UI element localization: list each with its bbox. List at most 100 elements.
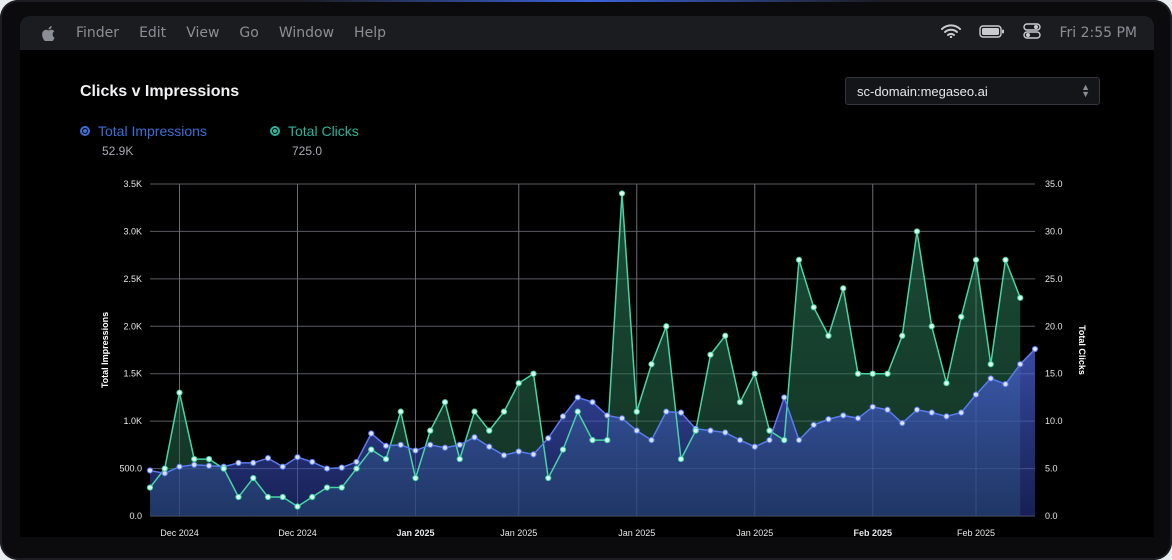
clicks-point <box>279 493 286 501</box>
clicks-point <box>1017 294 1024 301</box>
impressions-point <box>1017 361 1024 368</box>
clicks-point <box>250 474 257 482</box>
clicks-point <box>427 427 434 434</box>
y-left-tick: 1.0K <box>123 416 142 426</box>
y-right-tick: 25.0 <box>1045 274 1063 284</box>
legend-clicks[interactable]: Total Clicks 725.0 <box>270 123 359 158</box>
clicks-point <box>810 304 817 311</box>
clicks-point <box>397 408 404 415</box>
impressions-point <box>604 412 611 419</box>
impressions-point <box>972 391 980 398</box>
clicks-point <box>692 427 699 434</box>
clicks-point <box>486 427 493 434</box>
impressions-point <box>191 461 198 468</box>
clicks-point <box>825 332 832 339</box>
impressions-point <box>987 375 994 382</box>
impressions-point <box>707 427 714 434</box>
y-right-tick: 15.0 <box>1045 369 1063 379</box>
wifi-icon[interactable] <box>941 24 962 42</box>
clicks-point <box>633 408 640 415</box>
x-tick: Dec 2024 <box>278 528 317 537</box>
clicks-point <box>707 351 714 358</box>
property-select[interactable]: sc-domain:megaseo.ai ▲ ▼ <box>845 77 1100 105</box>
property-select-value: sc-domain:megaseo.ai <box>857 83 988 99</box>
impressions-point <box>781 394 788 401</box>
impressions-point <box>618 415 626 422</box>
menu-view[interactable]: View <box>186 25 220 41</box>
clicks-point <box>574 408 581 415</box>
clicks-point <box>958 313 965 320</box>
impressions-point <box>825 416 832 423</box>
impressions-point <box>854 415 862 422</box>
clicks-point <box>663 323 670 330</box>
impressions-point <box>795 437 803 444</box>
menu-window[interactable]: Window <box>278 25 335 41</box>
clicks-point <box>943 380 950 387</box>
clicks-point <box>677 455 685 463</box>
clicks-point <box>559 446 567 453</box>
clicks-point <box>854 370 862 377</box>
impressions-point <box>928 409 935 416</box>
impressions-point <box>471 434 478 441</box>
menubar-clock[interactable]: Fri 2:55 PM <box>1059 25 1137 41</box>
clicks-point <box>722 332 729 339</box>
menu-help[interactable]: Help <box>354 25 386 41</box>
chevron-updown-icon: ▲ ▼ <box>1081 82 1090 99</box>
y-left-tick: 3.0K <box>123 226 142 236</box>
clicks-point <box>515 380 522 387</box>
impressions-point <box>869 403 876 411</box>
impressions-point <box>677 409 685 416</box>
impressions-point <box>751 443 758 450</box>
clicks-point <box>368 446 375 453</box>
impressions-point <box>353 458 360 466</box>
clicks-impressions-chart: 0.0 500.0 1.0K 1.5K 2.0K 2.5K 3.0K 3.5K 0.0 5.0 10… <box>100 179 1087 537</box>
menu-finder[interactable]: Finder <box>76 25 120 41</box>
clicks-point <box>1002 256 1009 263</box>
y-right-tick: 5.0 <box>1045 464 1058 474</box>
impressions-point <box>589 399 596 406</box>
y-left-tick: 500.0 <box>119 464 142 474</box>
legend-clicks-label: Total Clicks <box>288 123 359 139</box>
battery-icon[interactable] <box>979 24 1005 42</box>
impressions-point <box>913 406 921 413</box>
impressions-point <box>515 448 522 455</box>
clicks-point <box>751 370 758 377</box>
impressions-point <box>648 437 655 444</box>
control-center-icon[interactable] <box>1023 23 1042 43</box>
x-tick: Dec 2024 <box>160 528 199 537</box>
clicks-point <box>191 455 198 463</box>
clicks-point <box>338 484 345 491</box>
apple-icon[interactable] <box>42 25 56 41</box>
impressions-point <box>559 413 567 420</box>
clicks-point <box>500 408 508 415</box>
impressions-point <box>279 463 286 470</box>
clicks-point <box>382 455 390 463</box>
menu-go[interactable]: Go <box>239 25 259 41</box>
dashboard-screen: Clicks v Impressions sc-domain:megaseo.a… <box>20 50 1154 537</box>
clicks-point <box>545 474 552 482</box>
clicks-point <box>220 465 227 472</box>
x-tick: Jan 2025 <box>500 528 537 537</box>
impressions-point <box>500 452 508 459</box>
impressions-point <box>397 441 404 448</box>
clicks-point <box>146 484 154 491</box>
impressions-point <box>250 459 257 466</box>
y-left-tick: 1.5K <box>123 369 142 379</box>
impressions-point <box>427 441 434 448</box>
legend-impressions[interactable]: Total Impressions 52.9K <box>80 123 207 158</box>
impressions-point <box>766 437 773 444</box>
impressions-point <box>456 441 463 448</box>
x-tick: Jan 2025 <box>396 528 434 537</box>
impressions-point <box>368 430 375 437</box>
impressions-point <box>899 419 906 427</box>
menu-edit[interactable]: Edit <box>139 25 167 41</box>
clicks-point <box>618 190 626 197</box>
x-tick: Feb 2025 <box>853 528 892 537</box>
clicks-point <box>869 370 876 377</box>
y-left-axis-title: Total Impressions <box>100 312 110 388</box>
impressions-point <box>486 443 493 450</box>
clicks-point <box>781 437 788 444</box>
clicks-point <box>972 256 980 263</box>
clicks-point <box>309 493 316 501</box>
